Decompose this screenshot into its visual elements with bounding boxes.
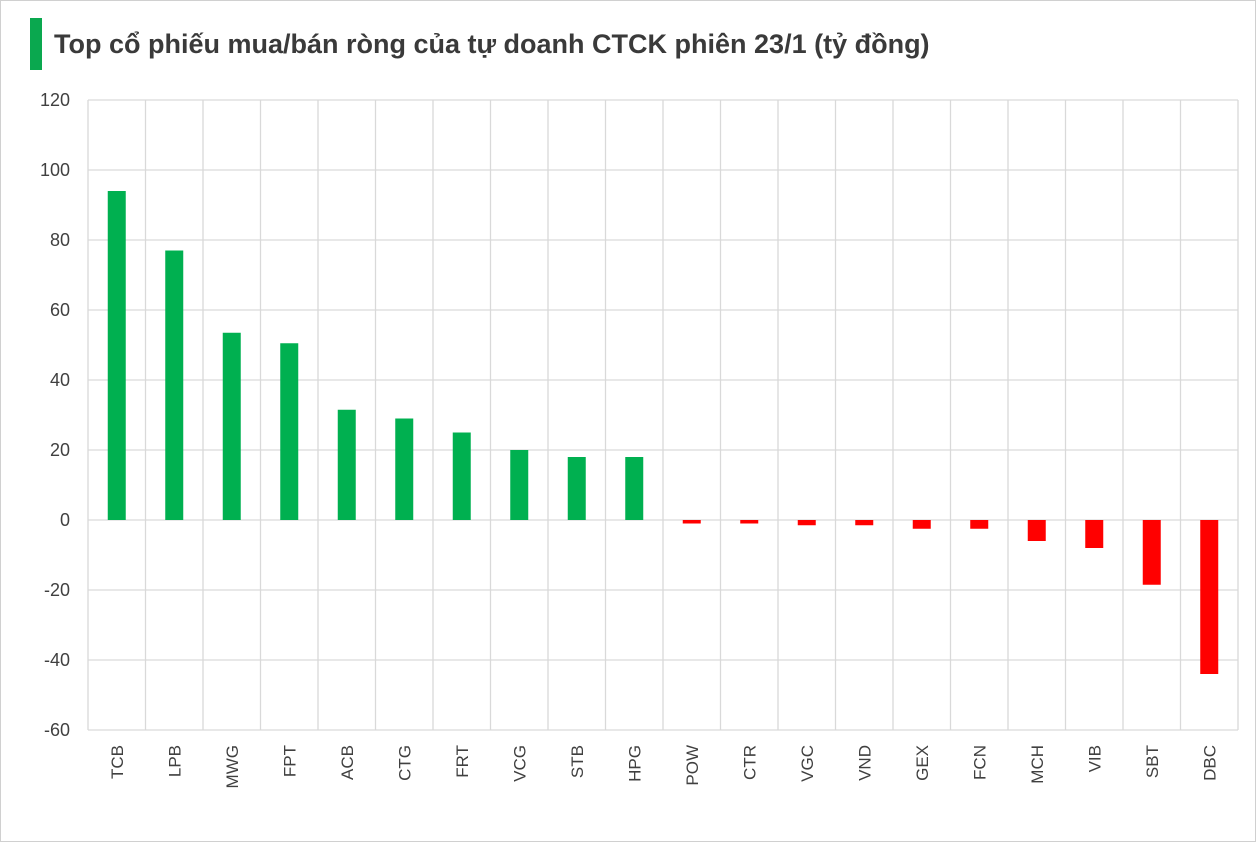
bar-tcb	[107, 191, 126, 520]
x-category-label: POW	[683, 745, 702, 786]
y-axis: 120 100 80 60 40 20 0 -20 -40 -60	[40, 90, 70, 740]
chart-title: Top cổ phiếu mua/bán ròng của tự doanh C…	[54, 28, 930, 59]
x-category-label: ACB	[338, 745, 357, 780]
bar-mwg	[222, 332, 241, 520]
x-category-label: CTG	[395, 745, 414, 781]
x-category-label: FCN	[970, 745, 989, 780]
bar-sbt	[1142, 520, 1161, 585]
bar-mch	[1027, 520, 1046, 541]
bar-dbc	[1200, 520, 1219, 674]
x-category-label: DBC	[1200, 745, 1219, 781]
bar-stb	[567, 457, 586, 520]
y-tick-label: 0	[60, 510, 70, 530]
bar-hpg	[625, 457, 644, 520]
y-tick-label: -40	[44, 650, 70, 670]
bar-ctr	[740, 520, 759, 524]
y-tick-label: 80	[50, 230, 70, 250]
bar-lpb	[165, 250, 184, 520]
bar-vnd	[855, 520, 874, 526]
bars	[107, 191, 1219, 674]
x-axis: TCB LPB MWG FPT ACB CTG FRT VCG STB HPG POW CTR VGC V…	[108, 745, 1220, 788]
x-category-label: TCB	[108, 745, 127, 779]
bar-pow	[682, 520, 701, 524]
x-category-label: VND	[855, 745, 874, 781]
x-category-label: LPB	[165, 745, 184, 777]
x-category-label: MWG	[223, 745, 242, 788]
x-category-label: VIB	[1085, 745, 1104, 772]
bar-gex	[912, 520, 931, 529]
bar-fcn	[970, 520, 989, 529]
x-category-label: MCH	[1028, 745, 1047, 784]
x-category-label: VGC	[798, 745, 817, 782]
y-tick-label: -20	[44, 580, 70, 600]
x-category-label: SBT	[1143, 745, 1162, 778]
bar-vgc	[797, 520, 816, 526]
y-tick-label: 100	[40, 160, 70, 180]
title-accent-bar	[30, 18, 42, 70]
y-tick-label: 40	[50, 370, 70, 390]
bar-vcg	[510, 450, 529, 520]
bar-fpt	[280, 343, 299, 520]
x-category-label: HPG	[625, 745, 644, 782]
bar-ctg	[395, 418, 414, 520]
y-tick-label: 60	[50, 300, 70, 320]
y-tick-label: -60	[44, 720, 70, 740]
chart-title-block: Top cổ phiếu mua/bán ròng của tự doanh C…	[30, 18, 930, 70]
x-category-label: GEX	[913, 745, 932, 781]
x-category-label: FRT	[453, 745, 472, 778]
x-category-label: STB	[568, 745, 587, 778]
x-category-label: CTR	[740, 745, 759, 780]
gridlines	[87, 99, 1239, 731]
y-tick-label: 120	[40, 90, 70, 110]
x-category-label: VCG	[510, 745, 529, 782]
y-tick-label: 20	[50, 440, 70, 460]
bar-frt	[452, 432, 471, 520]
x-category-label: FPT	[280, 745, 299, 777]
bar-vib	[1085, 520, 1104, 548]
bar-acb	[337, 409, 356, 520]
